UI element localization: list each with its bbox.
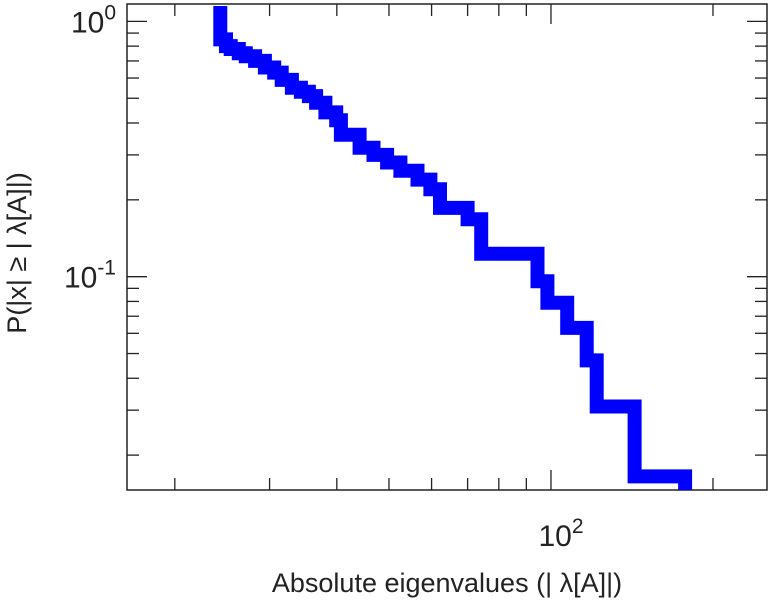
y-axis-label: P(|x| ≥ | λ[A]|) <box>2 172 32 333</box>
y-tick-label: 10-1 <box>64 257 116 295</box>
plot-frame <box>126 3 768 491</box>
y-tick-label: 100 <box>71 1 116 39</box>
axis-ticks <box>127 4 767 490</box>
series-line <box>213 6 693 490</box>
x-tick-label: 102 <box>538 515 583 553</box>
tick-labels: 100 10-1 102 <box>64 1 584 553</box>
x-axis-label: Absolute eigenvalues (| λ[A]|) <box>272 568 622 598</box>
